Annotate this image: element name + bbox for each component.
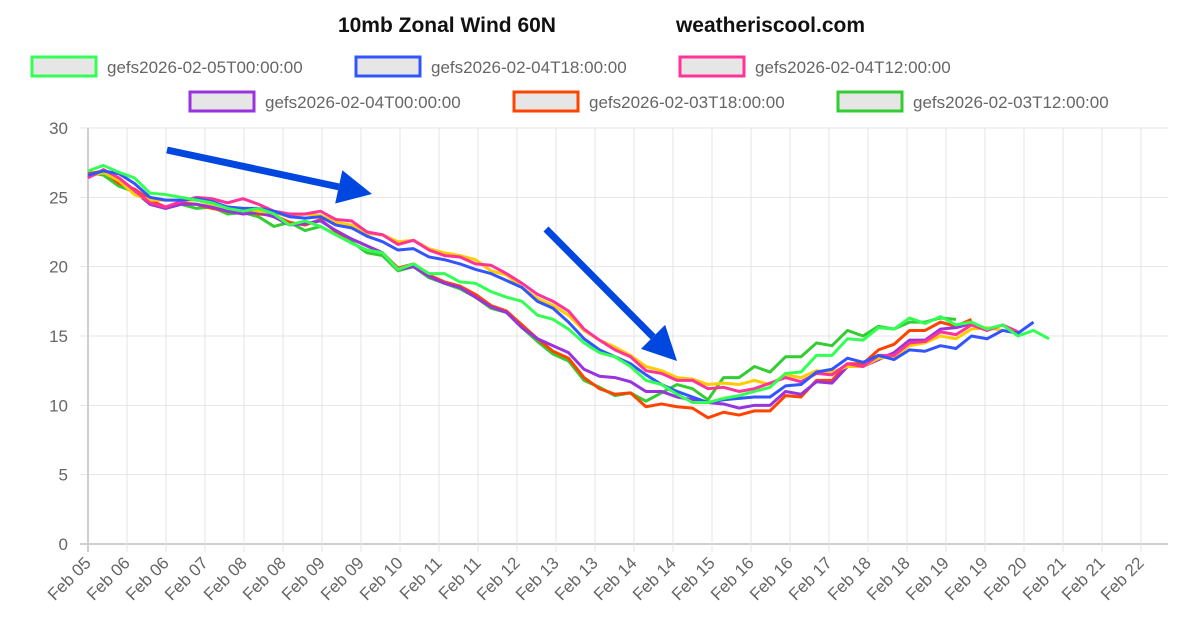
- x-tick-label: Feb 16: [746, 553, 797, 604]
- arrow-shaft: [166, 146, 340, 191]
- x-tick-label: Feb 21: [1019, 553, 1070, 604]
- legend-swatch: [30, 55, 98, 78]
- annotations: [166, 146, 677, 361]
- x-tick-label: Feb 13: [551, 553, 602, 604]
- legend-swatch: [354, 55, 422, 78]
- arrow-head: [335, 170, 372, 204]
- legend-swatch: [836, 90, 904, 113]
- x-tick-label: Feb 13: [512, 553, 563, 604]
- legend-swatch: [512, 90, 580, 113]
- y-tick-label: 10: [49, 396, 68, 415]
- legend-label: gefs2026-02-04T18:00:00: [431, 58, 627, 77]
- x-tick-label: Feb 05: [44, 553, 95, 604]
- legend-swatch: [188, 90, 256, 113]
- x-tick-label: Feb 14: [590, 553, 641, 604]
- x-tick-label: Feb 08: [239, 553, 290, 604]
- series-line: [87, 169, 1035, 405]
- x-tick-label: Feb 09: [278, 553, 329, 604]
- x-tick-label: Feb 06: [83, 553, 134, 604]
- x-tick-label: Feb 19: [941, 553, 992, 604]
- x-tick-label: Feb 15: [668, 553, 719, 604]
- chart-title: 10mb Zonal Wind 60N weatheriscool.com: [0, 14, 1203, 38]
- series-line: [87, 163, 1050, 405]
- legend-item[interactable]: gefs2026-02-04T00:00:00: [188, 90, 461, 113]
- legend-label: gefs2026-02-04T12:00:00: [755, 58, 951, 77]
- y-tick-label: 15: [49, 327, 68, 346]
- legend-item[interactable]: gefs2026-02-03T18:00:00: [512, 90, 785, 113]
- arrow-head: [640, 324, 677, 361]
- x-tick-label: Feb 06: [122, 553, 173, 604]
- grid: [80, 127, 1168, 552]
- series-line: [87, 168, 1019, 393]
- y-axis: 0 5 10 15 20 25 30: [49, 119, 68, 554]
- arrow-annotation: [543, 226, 677, 361]
- series-line: [87, 170, 972, 410]
- legend-label: gefs2026-02-05T00:00:00: [107, 58, 303, 77]
- x-tick-label: Feb 16: [707, 553, 758, 604]
- x-tick-label: Feb 09: [317, 553, 368, 604]
- source-text: weatheriscool.com: [675, 14, 866, 37]
- legend-item[interactable]: gefs2026-02-03T12:00:00: [836, 90, 1109, 113]
- series-lines: [87, 163, 1050, 420]
- legend-swatch: [678, 55, 746, 78]
- x-tick-label: Feb 11: [396, 553, 446, 603]
- x-tick-label: Feb 20: [980, 553, 1031, 604]
- x-tick-label: Feb 17: [785, 553, 836, 604]
- legend-label: gefs2026-02-03T12:00:00: [913, 93, 1109, 112]
- x-tick-label: Feb 10: [356, 553, 407, 604]
- x-tick-label: Feb 21: [1058, 553, 1109, 604]
- legend-item[interactable]: gefs2026-02-05T00:00:00: [30, 55, 303, 78]
- legend-label: gefs2026-02-03T18:00:00: [589, 93, 785, 112]
- arrow-annotation: [166, 146, 372, 204]
- legend-item[interactable]: gefs2026-02-04T12:00:00: [678, 55, 951, 78]
- legend: gefs2026-02-05T00:00:00 gefs2026-02-04T18…: [30, 55, 1109, 113]
- arrow-shaft: [543, 226, 656, 340]
- legend-item[interactable]: gefs2026-02-04T18:00:00: [354, 55, 627, 78]
- y-tick-label: 25: [49, 188, 68, 207]
- series-line: [87, 170, 1003, 387]
- x-tick-label: Feb 19: [902, 553, 953, 604]
- title-text: 10mb Zonal Wind 60N: [337, 14, 556, 37]
- y-tick-label: 20: [49, 258, 68, 277]
- x-tick-label: Feb 12: [473, 553, 524, 604]
- y-tick-label: 30: [49, 119, 68, 138]
- x-tick-label: Feb 08: [200, 553, 251, 604]
- x-tick-label: Feb 07: [161, 553, 212, 604]
- x-tick-label: Feb 22: [1097, 553, 1148, 604]
- y-tick-label: 0: [59, 535, 68, 554]
- legend-label: gefs2026-02-04T00:00:00: [265, 93, 461, 112]
- x-tick-label: Feb 18: [863, 553, 914, 604]
- x-tick-label: Feb 14: [629, 553, 680, 604]
- x-tick-label: Feb 18: [824, 553, 875, 604]
- y-tick-label: 5: [59, 466, 68, 485]
